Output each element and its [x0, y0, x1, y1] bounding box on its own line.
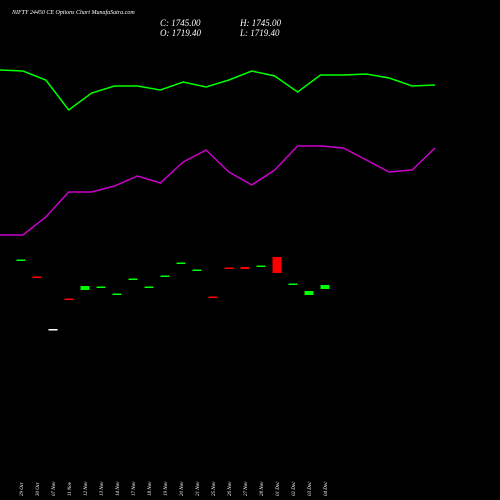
candle-body — [208, 296, 218, 298]
x-tick-label: 13 Nov — [100, 481, 105, 496]
stat-open: O: 1719.40 — [160, 28, 201, 38]
x-tick-label: 07 Nov — [52, 481, 57, 496]
chart-title: NIFTY 24450 CE Options Chart MunafaSutra… — [11, 9, 135, 16]
candle-body — [160, 275, 170, 277]
candle-body — [80, 286, 90, 290]
x-tick-label: 03 Dec — [308, 481, 313, 496]
indicator-line — [0, 69, 436, 112]
stat-high: H: 1745.00 — [239, 18, 281, 28]
stat-close: C: 1745.00 — [160, 18, 201, 28]
x-tick-label: 14 Nov — [116, 481, 121, 496]
x-tick-label: 11 Nov — [68, 481, 73, 496]
x-tick-label: 27 Nov — [244, 481, 249, 496]
candle-body — [224, 267, 234, 269]
candle-body — [304, 291, 314, 295]
candle-body — [176, 262, 186, 264]
candle-body — [48, 329, 58, 331]
x-tick-label: 25 Nov — [212, 481, 217, 496]
x-tick-label: 01 Dec — [276, 481, 281, 496]
candle-body — [96, 286, 106, 288]
candle-body — [240, 267, 250, 269]
candle-body — [288, 283, 298, 285]
candle-body — [112, 293, 122, 295]
indicator-line — [0, 145, 436, 236]
x-tick-label: 19 Nov — [164, 481, 169, 496]
x-tick-label: 02 Dec — [292, 481, 297, 496]
candle-body — [16, 259, 26, 261]
x-tick-label: 28 Nov — [260, 481, 265, 496]
candle-body — [320, 285, 330, 289]
stat-low: L: 1719.40 — [239, 28, 280, 38]
candle-body — [128, 278, 138, 280]
x-tick-label: 26 Nov — [228, 481, 233, 496]
candle-body — [32, 276, 42, 278]
candle-body — [192, 269, 202, 271]
candle-body — [256, 265, 266, 267]
x-tick-label: 17 Nov — [132, 481, 137, 496]
candle-body — [272, 257, 282, 273]
candle-body — [64, 298, 74, 300]
x-tick-label: 18 Nov — [148, 481, 153, 496]
x-tick-label: 20 Nov — [180, 481, 185, 496]
x-tick-label: 12 Nov — [84, 481, 89, 496]
candle-body — [144, 286, 154, 288]
x-tick-label: 30 Oct — [36, 482, 41, 496]
x-tick-label: 29 Oct — [20, 482, 25, 496]
x-tick-label: 04 Dec — [324, 481, 329, 496]
x-tick-label: 21 Nov — [196, 481, 201, 496]
